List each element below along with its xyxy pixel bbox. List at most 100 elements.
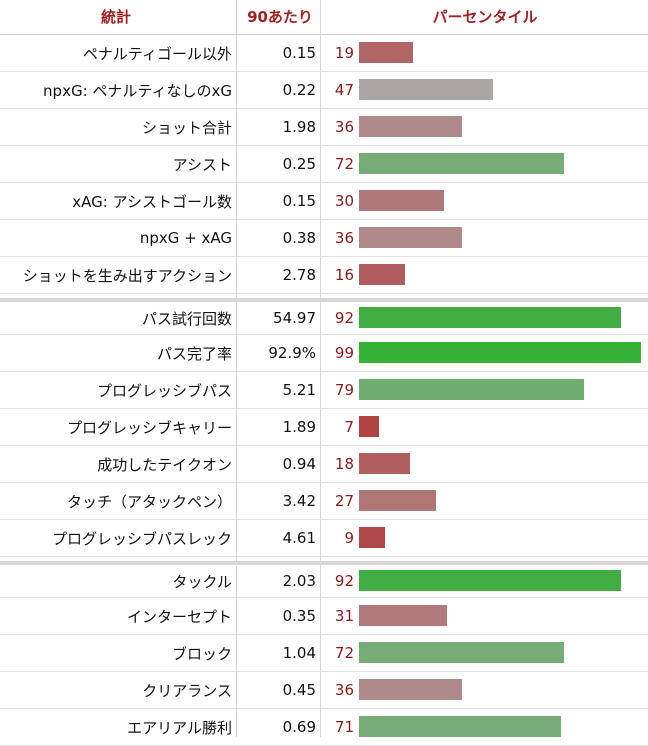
table-row: npxG + xAG 0.38 36 — [0, 220, 648, 257]
percentile-bar — [359, 264, 405, 285]
percentile-bar — [359, 679, 462, 700]
per90-value: 0.35 — [282, 607, 316, 625]
stat-label: エアリアル勝利 — [127, 718, 232, 737]
percentile-value: 92 — [334, 309, 354, 327]
percentile-bar — [359, 605, 447, 626]
per90-value: 5.21 — [282, 381, 316, 399]
percentile-bar — [359, 570, 621, 591]
column-divider-2 — [320, 0, 321, 737]
percentile-bar — [359, 153, 564, 174]
per90-value: 1.98 — [282, 118, 316, 136]
per90-value: 0.25 — [282, 155, 316, 173]
stat-label: プログレッシブパス — [96, 381, 232, 400]
percentile-value: 16 — [334, 266, 354, 284]
stat-label: アシスト — [172, 155, 232, 174]
header-percentile[interactable]: パーセンタイル — [432, 8, 538, 26]
stat-label: プログレッシブパスレック — [51, 529, 232, 548]
percentile-bar — [359, 379, 584, 400]
per90-value: 0.15 — [282, 44, 316, 62]
per90-value: 0.38 — [282, 229, 316, 247]
table-row: ショット合計 1.98 36 — [0, 109, 648, 146]
stat-label: パス完了率 — [156, 344, 232, 363]
stat-label: ショットを生み出すアクション — [22, 266, 232, 285]
stat-label: クリアランス — [142, 681, 232, 700]
percentile-value: 72 — [334, 155, 354, 173]
table-row: 成功したテイクオン 0.94 18 — [0, 446, 648, 483]
percentile-bar — [359, 642, 564, 663]
stat-label: npxG: ペナルティなしのxG — [43, 81, 232, 100]
per90-value: 1.89 — [282, 418, 316, 436]
percentile-bar — [359, 227, 462, 248]
table-row: プログレッシブパスレック 4.61 9 — [0, 520, 648, 557]
table-row: エアリアル勝利 0.69 71 — [0, 709, 648, 746]
stat-label: xAG: アシストゴール数 — [72, 192, 232, 211]
table-row: ショットを生み出すアクション 2.78 16 — [0, 257, 648, 294]
percentile-bar — [359, 190, 444, 211]
percentile-value: 9 — [344, 529, 354, 547]
percentile-bar — [359, 116, 462, 137]
header-stat[interactable]: 統計 — [100, 8, 131, 26]
stat-label: ショット合計 — [141, 118, 232, 137]
table-row: ブロック 1.04 72 — [0, 635, 648, 672]
per90-value: 0.94 — [282, 455, 316, 473]
percentile-value: 19 — [334, 44, 354, 62]
table-row: タックル 2.03 92 — [0, 561, 648, 598]
percentile-value: 18 — [334, 455, 354, 473]
per90-value: 3.42 — [282, 492, 316, 510]
stat-label: インターセプト — [126, 607, 232, 626]
table-row: インターセプト 0.35 31 — [0, 598, 648, 635]
stat-label: パス試行回数 — [141, 309, 232, 328]
stat-label: ブロック — [171, 644, 232, 663]
percentile-bar — [359, 42, 413, 63]
per90-value: 54.97 — [273, 309, 316, 327]
percentile-value: 79 — [334, 381, 354, 399]
percentile-value: 99 — [334, 344, 354, 362]
percentile-value: 36 — [334, 681, 354, 699]
header-per90[interactable]: 90あたり — [247, 8, 313, 26]
percentile-value: 27 — [334, 492, 354, 510]
table-row: npxG: ペナルティなしのxG 0.22 47 — [0, 72, 648, 109]
percentile-bar — [359, 716, 561, 737]
per90-value: 0.45 — [282, 681, 316, 699]
percentile-value: 30 — [334, 192, 354, 210]
table-row: プログレッシブキャリー 1.89 7 — [0, 409, 648, 446]
per90-value: 2.03 — [282, 572, 316, 590]
percentile-bar — [359, 307, 621, 328]
table-row: プログレッシブパス 5.21 79 — [0, 372, 648, 409]
stat-label: ペナルティゴール以外 — [82, 44, 232, 63]
percentile-bar — [359, 342, 641, 363]
table-row: パス試行回数 54.97 92 — [0, 298, 648, 335]
percentile-bar — [359, 453, 410, 474]
stat-label: タッチ（アタックペン） — [66, 492, 232, 511]
percentile-value: 36 — [334, 118, 354, 136]
percentile-bar — [359, 527, 385, 548]
stat-label: 成功したテイクオン — [97, 455, 232, 474]
per90-value: 0.69 — [282, 718, 316, 736]
column-divider-1 — [236, 0, 237, 737]
percentile-value: 36 — [334, 229, 354, 247]
table-header: 統計 90あたり パーセンタイル — [0, 0, 648, 35]
per90-value: 1.04 — [282, 644, 316, 662]
per90-value: 0.22 — [282, 81, 316, 99]
percentile-value: 92 — [334, 572, 354, 590]
table-row: ペナルティゴール以外 0.15 19 — [0, 35, 648, 72]
percentile-value: 7 — [344, 418, 354, 436]
stat-label: npxG + xAG — [139, 229, 232, 247]
stat-label: タックル — [172, 572, 232, 591]
table-row: アシスト 0.25 72 — [0, 146, 648, 183]
percentile-bar — [359, 416, 379, 437]
percentile-value: 47 — [334, 81, 354, 99]
percentile-bar — [359, 79, 493, 100]
per90-value: 92.9% — [268, 344, 316, 362]
percentile-bar — [359, 490, 436, 511]
per90-value: 4.61 — [282, 529, 316, 547]
percentile-value: 31 — [334, 607, 354, 625]
table-row: クリアランス 0.45 36 — [0, 672, 648, 709]
table-row: xAG: アシストゴール数 0.15 30 — [0, 183, 648, 220]
percentile-value: 71 — [334, 718, 354, 736]
percentile-value: 72 — [334, 644, 354, 662]
per90-value: 0.15 — [282, 192, 316, 210]
table-row: パス完了率 92.9% 99 — [0, 335, 648, 372]
per90-value: 2.78 — [282, 266, 316, 284]
